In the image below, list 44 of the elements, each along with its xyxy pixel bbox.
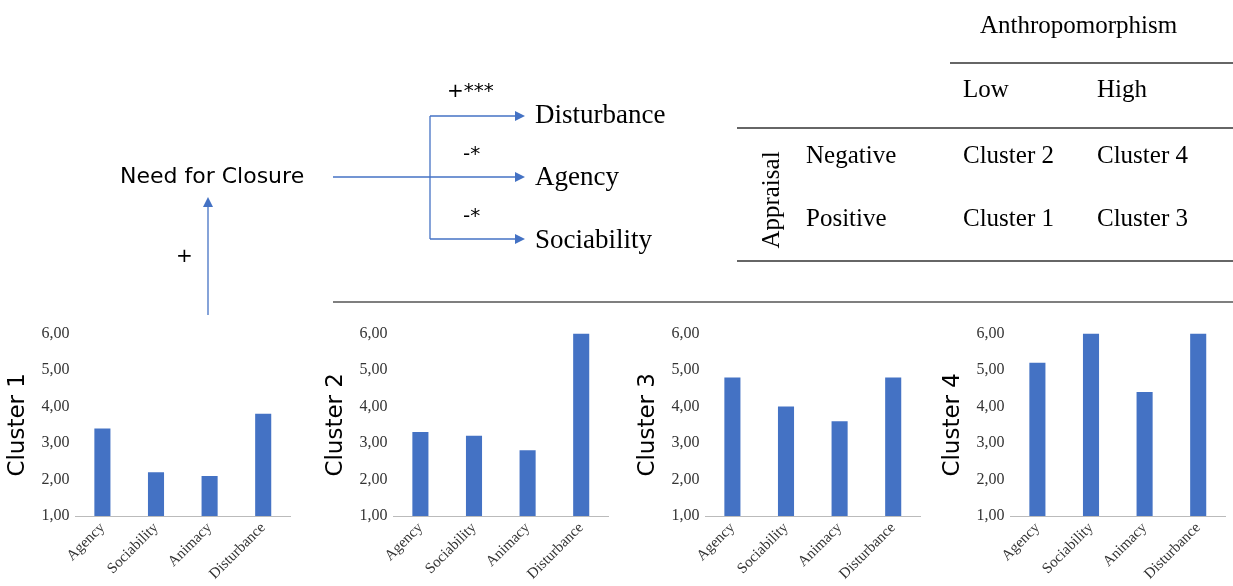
y-tick-label: 5,00 (359, 360, 388, 378)
text: Cluster 3 (1097, 204, 1188, 231)
text: +*** (447, 78, 494, 102)
y-tick-label: 3,00 (671, 433, 700, 451)
y-tick-label: 5,00 (41, 360, 70, 378)
y-tick-label: 6,00 (976, 323, 1005, 341)
y-tick-label: 3,00 (41, 433, 70, 451)
text: Cluster 2 (963, 141, 1054, 168)
y-tick-label: 3,00 (359, 433, 388, 451)
y-tick-label: 1,00 (976, 506, 1005, 524)
y-tick-label: 6,00 (41, 323, 70, 341)
text: Need for Closure (120, 163, 305, 188)
text: Negative (806, 141, 897, 168)
y-tick-label: 4,00 (976, 396, 1005, 414)
y-tick-label: 1,00 (41, 506, 70, 524)
y-axis-title: Cluster 2 (320, 373, 347, 477)
y-tick-label: 4,00 (41, 396, 70, 414)
text: Low (963, 75, 1009, 102)
text: Sociability (535, 224, 652, 254)
text: Agency (535, 161, 619, 191)
text: + (176, 243, 193, 267)
y-axis-title: Cluster 3 (632, 373, 659, 477)
y-tick-label: 6,00 (359, 323, 388, 341)
y-tick-label: 5,00 (976, 360, 1005, 378)
y-tick-label: 1,00 (671, 506, 700, 524)
y-tick-label: 3,00 (976, 433, 1005, 451)
y-tick-label: 6,00 (671, 323, 700, 341)
y-axis-title: Cluster 1 (2, 373, 29, 477)
y-axis-title: Cluster 4 (937, 373, 964, 477)
y-tick-label: 4,00 (671, 396, 700, 414)
y-tick-label: 2,00 (41, 469, 70, 487)
y-tick-label: 2,00 (671, 469, 700, 487)
y-tick-label: 5,00 (671, 360, 700, 378)
text: Appraisal (756, 151, 784, 249)
y-tick-label: 2,00 (359, 469, 388, 487)
y-tick-label: 1,00 (359, 506, 388, 524)
y-tick-label: 4,00 (359, 396, 388, 414)
text: Cluster 4 (1097, 141, 1188, 168)
text: Anthropomorphism (980, 11, 1178, 38)
text: Positive (806, 204, 887, 231)
y-tick-label: 2,00 (976, 469, 1005, 487)
text: High (1097, 75, 1147, 102)
text: Disturbance (535, 99, 666, 129)
text: Cluster 1 (963, 204, 1054, 231)
